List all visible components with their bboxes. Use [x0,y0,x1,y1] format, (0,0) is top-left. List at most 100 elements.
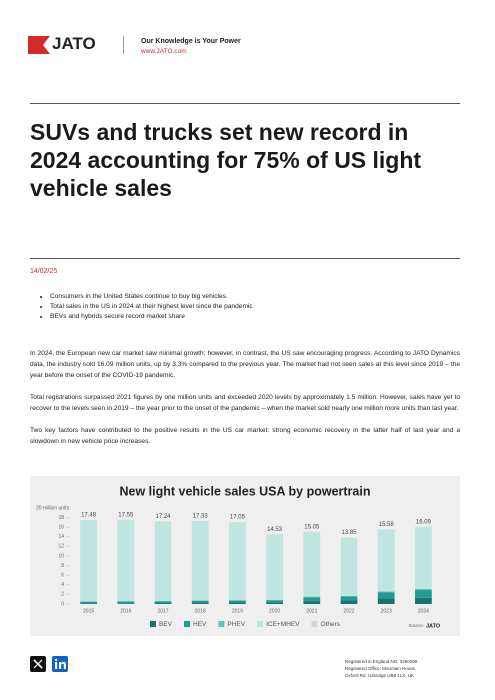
logo: JATO [52,34,96,53]
bullet: Total sales in the US in 2024 at their h… [50,302,253,312]
bar-segment [154,521,172,601]
bar-segment [377,592,395,599]
bullet: Consumers in the United States continue … [50,292,253,302]
x-tick-label: 2022 [343,608,354,614]
legend-swatch [218,621,225,627]
x-tick-label: 2019 [232,608,243,614]
bar-segment [303,601,321,604]
y-tick-label: 14 [58,534,64,540]
y-tick-label: 4 [61,582,64,588]
logo-mark [28,36,50,54]
bar-segment [340,596,358,601]
legend-swatch [257,621,264,627]
url[interactable]: www.JATO.com [141,48,187,55]
bar-segment [266,602,283,604]
bar-segment [266,600,283,603]
bar-segment [229,522,246,601]
bar-segment [191,520,209,601]
x-tick-label: 2016 [120,608,131,614]
rule [30,258,460,259]
tagline: Our Knowledge is Your Power [141,38,241,45]
bar-segment [340,595,358,597]
x-tick-label: 2020 [269,608,280,614]
bar-segment [80,520,97,602]
legend-swatch [150,621,156,627]
total-label: 13.85 [341,530,357,536]
source-logo: JATO [426,623,441,629]
bar-segment [117,601,135,604]
bar-segment [340,537,358,596]
bar-segment [191,602,209,604]
total-label: 17.48 [81,513,97,519]
footer-line: Registered Office: Mountain House, [345,666,417,671]
source: Source: [408,623,424,628]
bar-segment [377,529,395,592]
bar-segment [154,603,172,604]
paragraph: In 2024, the European new car market saw… [30,350,460,379]
bar-segment [229,602,246,604]
total-label: 16.09 [416,519,432,525]
bar-segment [117,603,135,604]
social-icons[interactable] [30,656,70,672]
bar-segment [377,591,395,593]
bar-segment [415,526,432,589]
title: SUVs and trucks set new record in 2024 a… [30,119,422,201]
bar-segment [303,531,321,597]
legend-label: BEV [159,621,173,628]
chart: New light vehicle sales USA by powertrai… [30,476,460,636]
bar-segment [266,534,283,601]
bar-segment [415,597,432,604]
legend-label: PHEV [227,621,245,628]
bar-segment [415,590,432,598]
legend-swatch [184,621,191,627]
bar-segment [340,600,358,604]
x-tick-label: 2017 [157,608,168,614]
date: 14/02/25 [30,268,58,275]
rule [30,103,460,104]
legend-label: HEV [193,621,207,628]
y-tick-label: 0 [61,601,64,607]
x-tick-label: 2024 [418,608,429,614]
total-label: 17.24 [155,514,171,520]
paragraph: Two key factors have contributed to the … [30,427,460,445]
bar-segment [303,597,321,602]
bar-segment [303,596,321,598]
legend-swatch [311,621,318,627]
bar-segment [415,588,432,591]
footer-line: Registered in England NO. 3260290 [345,659,418,664]
bar-segment [377,598,395,604]
bar-segment [229,600,246,603]
legend-label: ICE+MHEV [266,621,300,628]
y-tick-label: 12 [58,544,64,550]
y-tick-label: 10 [58,553,64,559]
total-label: 17.33 [193,513,209,519]
y-tick-label: 16 [58,525,64,531]
footer: Registered in England NO. 3260290 Regist… [345,658,417,679]
total-label: 17.55 [118,512,134,518]
body: In 2024, the European new car market saw… [30,348,460,458]
y-tick-label: 2 [61,592,64,598]
x-tick-label: 2015 [83,608,94,614]
x-tick-label: 2023 [381,608,392,614]
x-tick-label: 2021 [306,608,317,614]
y-tick-label: 8 [61,563,64,569]
bar-segment [191,600,209,601]
total-label: 15.05 [304,524,320,530]
total-label: 17.05 [230,515,246,521]
x-tick-label: 2018 [195,608,206,614]
y-tick-label: 20 million units [36,505,70,511]
paragraph: Total registrations surpassed 2021 figur… [30,394,460,412]
y-tick-label: 6 [61,573,64,579]
bar-segment [154,601,172,604]
bullets: Consumers in the United States continue … [32,292,253,322]
bullet: BEVs and hybrids secure record market sh… [50,312,253,322]
bar-segment [117,519,135,602]
footer-line: Oxford Rd, Uxbridge UB8 1LX, UK [345,673,415,678]
legend-label: Others [321,621,341,628]
total-label: 14.53 [267,527,283,533]
total-label: 15.58 [379,522,395,528]
bar-segment [191,600,209,603]
divider [123,36,124,54]
y-tick-label: 18 [58,515,64,521]
